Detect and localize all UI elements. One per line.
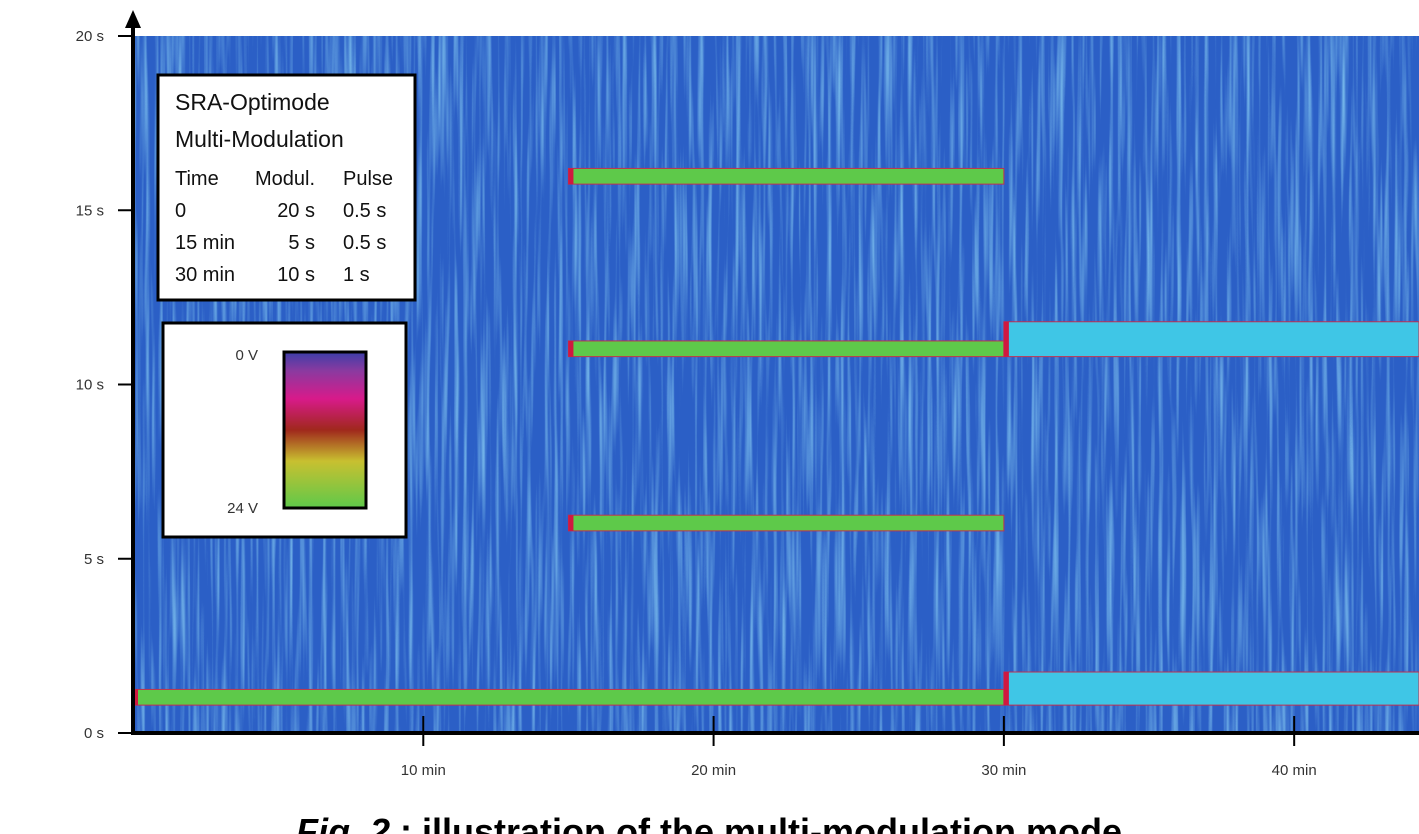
legend-cell: 15 min — [175, 232, 235, 254]
pulse — [1003, 671, 1419, 706]
legend-header: Pulse — [343, 168, 393, 190]
color-scale-bar — [282, 350, 368, 510]
pulse-edge — [568, 168, 574, 185]
legend-cell: 1 s — [343, 264, 370, 286]
pulse-edge — [1003, 321, 1009, 357]
color-scale-min: 0 V — [235, 347, 258, 364]
x-tick-label: 20 min — [691, 762, 736, 779]
caption-text: : illustration of the multi-modulation m… — [400, 811, 1122, 834]
x-tick-label: 10 min — [401, 762, 446, 779]
legend-title: SRA-Optimode — [175, 89, 330, 115]
legend-header: Modul. — [255, 168, 315, 190]
y-tick-label: 20 s — [76, 28, 104, 45]
y-tick-label: 10 s — [76, 377, 104, 394]
y-axis-arrow — [125, 10, 141, 28]
axes: 0 s 5 s 10 s 15 s 20 s 10 min 20 min 30 min 40 m… — [76, 10, 1419, 779]
legend-cell: 0.5 s — [343, 200, 386, 222]
legend-cell: 0 — [175, 200, 186, 222]
legend: SRA-Optimode Multi-Modulation 0 V 24 V T… — [156, 73, 417, 539]
x-tick-label: 30 min — [981, 762, 1026, 779]
pulse-edge — [133, 689, 138, 706]
caption: Fig. 2 : illustration of the multi-modul… — [296, 811, 1122, 834]
y-tick-label: 5 s — [84, 551, 104, 568]
legend-cell: 20 s — [277, 200, 315, 222]
figure-label: Fig. 2 — [296, 811, 390, 834]
legend-cell: 10 s — [277, 264, 315, 286]
legend-header: Time — [175, 168, 219, 190]
pulse — [132, 688, 1005, 706]
pulse-edge — [568, 515, 574, 531]
legend-cell: 0.5 s — [343, 232, 386, 254]
pulse — [567, 340, 1005, 358]
pulse — [567, 514, 1005, 532]
legend-title: Multi-Modulation — [175, 126, 344, 152]
pulse — [1003, 321, 1419, 358]
pulse-edge — [568, 340, 574, 357]
x-tick-label: 40 min — [1272, 762, 1317, 779]
pulse — [567, 167, 1005, 185]
color-scale-max: 24 V — [227, 500, 258, 517]
y-tick-label: 0 s — [84, 725, 104, 742]
pulse-edge — [1003, 672, 1009, 706]
y-tick-label: 15 s — [76, 202, 104, 219]
legend-cell: 5 s — [288, 232, 315, 254]
legend-cell: 30 min — [175, 264, 235, 286]
legend-box — [156, 73, 417, 302]
